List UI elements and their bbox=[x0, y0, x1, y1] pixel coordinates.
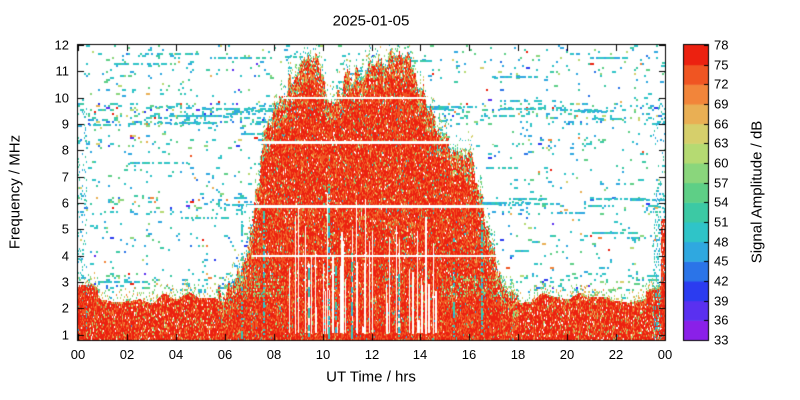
y-tick-label: 10 bbox=[54, 90, 69, 106]
x-tick-label: 04 bbox=[168, 347, 184, 362]
y-tick-label: 4 bbox=[61, 248, 69, 264]
y-tick-label: 8 bbox=[61, 142, 69, 158]
colorbar-tick-label: 42 bbox=[714, 273, 729, 289]
x-tick-label: 02 bbox=[119, 347, 135, 362]
x-tick-label: 06 bbox=[217, 347, 233, 362]
y-axis-label: Frequency / MHz bbox=[6, 134, 24, 250]
y-tick-label: 6 bbox=[61, 195, 69, 211]
colorbar-tick-label: 45 bbox=[714, 253, 729, 269]
y-tick-label: 3 bbox=[61, 274, 69, 290]
x-tick-label: 20 bbox=[559, 347, 575, 362]
y-tick-label: 5 bbox=[61, 221, 69, 237]
colorbar-tick-label: 33 bbox=[714, 332, 729, 348]
colorbar-tick-label: 78 bbox=[714, 37, 729, 53]
colorbar-tick-label: 57 bbox=[714, 175, 729, 191]
x-tick-label: 22 bbox=[608, 347, 624, 362]
x-tick-label: 12 bbox=[364, 347, 380, 362]
colorbar-tick-label: 66 bbox=[714, 116, 729, 132]
colorbar-tick-label: 72 bbox=[714, 76, 729, 92]
y-tick-label: 11 bbox=[55, 63, 70, 79]
x-tick-label: 14 bbox=[412, 347, 428, 362]
x-tick-label: 16 bbox=[461, 347, 477, 362]
colorbar-tick-label: 36 bbox=[714, 312, 729, 328]
x-tick-label: 00 bbox=[70, 347, 86, 362]
x-tick-label: 00 bbox=[657, 347, 673, 362]
y-tick-label: 7 bbox=[61, 169, 69, 185]
colorbar-tick-label: 51 bbox=[714, 214, 729, 230]
x-tick-label: 08 bbox=[266, 347, 282, 362]
x-axis-label: UT Time / hrs bbox=[326, 368, 416, 386]
colorbar-tick-label: 60 bbox=[714, 155, 729, 171]
colorbar-tick-label: 63 bbox=[714, 135, 729, 151]
chart-title: 2025-01-05 bbox=[332, 12, 410, 30]
x-tick-label: 10 bbox=[315, 347, 331, 362]
colorbar-tick-label: 48 bbox=[714, 234, 729, 250]
y-tick-label: 12 bbox=[54, 37, 69, 53]
y-tick-label: 9 bbox=[61, 116, 69, 132]
colorbar-tick-label: 75 bbox=[714, 57, 729, 73]
colorbar-tick-label: 69 bbox=[714, 96, 729, 112]
y-tick-label: 2 bbox=[61, 300, 69, 316]
colorbar-tick-label: 39 bbox=[714, 293, 729, 309]
colorbar-label: Signal Amplitude / dB bbox=[748, 120, 766, 264]
y-tick-label: 1 bbox=[61, 327, 69, 343]
colorbar-tick-label: 54 bbox=[714, 194, 729, 210]
x-tick-label: 18 bbox=[510, 347, 526, 362]
